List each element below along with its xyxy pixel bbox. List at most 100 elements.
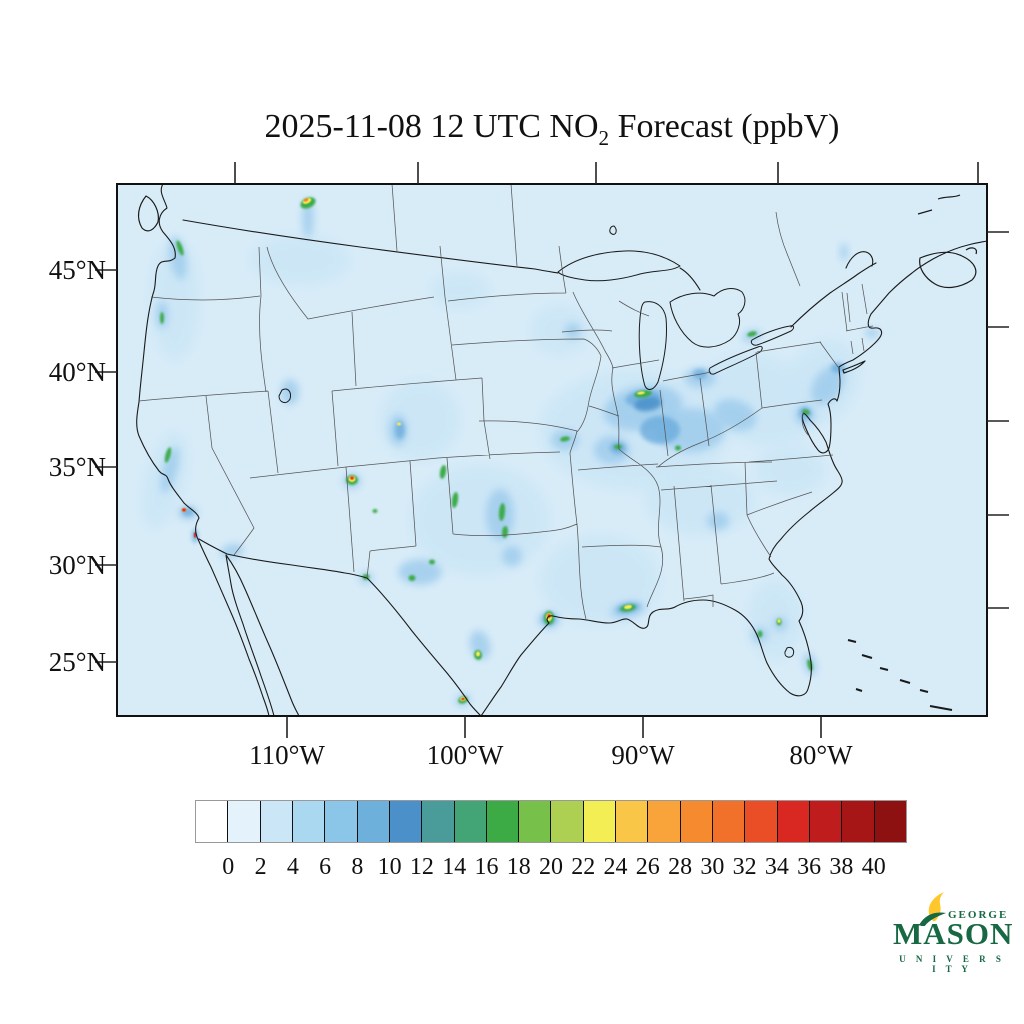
no2-plume [160,312,164,324]
islands [137,194,977,711]
chart-title-subscript: 2 [598,125,610,150]
latitude-tick-label: 45°N [48,255,106,285]
canada-province-borders-path [391,184,801,287]
lake-of-the-woods-path [609,225,617,235]
no2-plume [372,509,378,513]
no2-plume [160,446,180,494]
no2-plume [451,492,459,508]
colorbar-tick-label: 2 [254,854,267,880]
no2-plume [645,465,755,535]
no2-plume [303,198,309,202]
no2-plume [397,422,401,426]
no2-plume [865,328,879,338]
colorbar-tick-label: 6 [319,854,332,880]
lake-okeechobee-path [784,647,795,658]
george-mason-university-logo: GEORGE MASON U N I V E R S I T Y [893,892,1014,976]
baja-gulf-of-california-path [225,554,300,716]
colorbar-tick-label: 24 [603,854,628,880]
longitude-tick-label: 80°W [789,740,853,770]
no2-plume [713,399,757,431]
gmu-flame-icon [919,892,946,926]
no2-plume [498,503,506,521]
no2-plume [614,444,622,450]
gmu-logo-george-text: GEORGE [948,909,1009,921]
anticosti-island-path [917,194,961,215]
nova-scotia-path [919,247,977,289]
canada-border-path [182,219,877,328]
chart-title-text: 2025-11-08 12 UTC NO [264,108,599,145]
lake-erie-path [708,345,763,375]
colorbar-cell [744,801,777,842]
no2-plume [408,575,416,581]
no2-plume [350,476,354,480]
no2-plume [707,512,729,530]
colorbar-cell [615,801,648,842]
colorbar-tick-label: 20 [539,854,563,880]
chart-title-units: Forecast (ppbV) [609,108,840,145]
latitude-tick-label: 35°N [48,452,106,482]
colorbar-cell [679,801,712,842]
long-island-path [842,360,866,374]
colorbar-cell [324,801,357,842]
gulf-atlantic-coastline-path [480,240,987,716]
no2-plume [530,305,590,355]
colorbar-tick-label: 8 [351,854,364,880]
colorbar-tick-label: 28 [668,854,693,880]
no2-plume [755,445,825,495]
no2-plume [634,396,662,412]
colorbar-cell [550,801,583,842]
no2-plume [757,630,763,638]
no2-plume [439,465,447,479]
colorbar-tick-label: 30 [700,854,725,880]
mexico-border-rio-grande-path [198,538,482,716]
longitude-tick-label: 110°W [249,740,325,770]
colorbar-cell [291,801,325,842]
pacific-coastline-path [136,184,270,716]
colorbar-cell [873,801,906,842]
no2-plume [150,240,200,360]
lake-michigan-path [638,301,667,390]
chart-title: 2025-11-08 12 UTC NO2 Forecast (ppbV) [77,104,1024,150]
colorbar-cell [259,801,292,842]
no2-plume [810,365,846,405]
gmu-logo-mason-text: MASON [893,916,1014,951]
colorbar-cell [421,801,454,842]
no2-plume [429,559,435,565]
gmu-logo-university-text: U N I V E R S I T Y [899,954,1005,974]
colorbar-tick-label: 32 [732,854,757,880]
colorbar-tick-label: 18 [506,854,531,880]
colorbar-tick-label: 36 [797,854,822,880]
latitude-tick-label: 25°N [48,647,106,677]
colorbar-tick-label: 34 [764,854,789,880]
colorbar-tick-label: 38 [829,854,854,880]
no2-plume [461,697,465,701]
no2-plume [182,508,186,512]
state-borders-path [138,245,874,620]
map-frame [116,183,988,717]
no2-plume [560,436,570,442]
no2-plume [637,391,645,395]
no2-plume [640,416,680,444]
colorbar-cell [196,801,228,842]
longitude-tick-label: 100°W [426,740,504,770]
vancouver-island-path [137,195,159,232]
colorbar-cell [388,801,422,842]
colorbar-cell [227,801,260,842]
no2-plume [398,559,442,585]
no2-plume [777,619,781,623]
no2-plume [675,445,681,451]
no2-plume [164,447,172,463]
colorbar-tick-label: 40 [861,854,886,880]
lake-huron-path [669,288,746,348]
colorbar-tick-label: 12 [409,854,434,880]
colorbar-cell [453,801,486,842]
colorbar-cell [582,801,616,842]
no2-plume [176,240,184,256]
colorbar-cell [808,801,842,842]
colorbar-cell [776,801,809,842]
colorbar-cell [712,801,745,842]
lake-superior-path [557,250,681,282]
geography-lines [136,184,987,716]
no2-plume [410,465,550,575]
